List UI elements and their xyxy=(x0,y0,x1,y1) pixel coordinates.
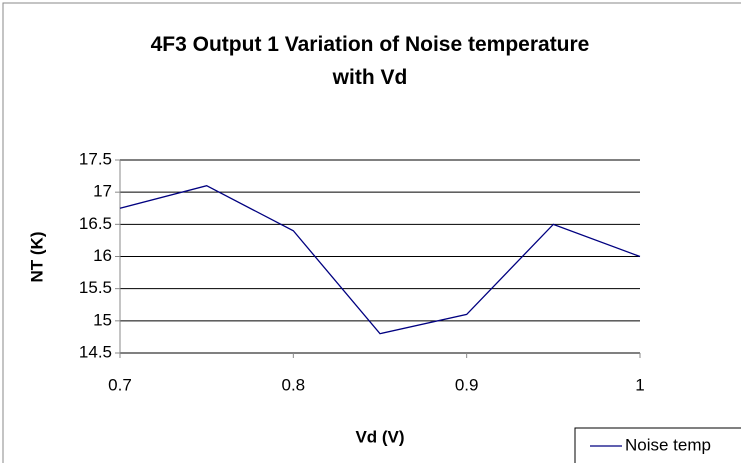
y-tick-label: 17 xyxy=(93,182,112,201)
x-tick-label: 0.9 xyxy=(455,375,479,394)
chart-title: 4F3 Output 1 Variation of Noise temperat… xyxy=(150,33,590,89)
y-axis-label: NT (K) xyxy=(27,232,46,283)
y-tick-label: 16 xyxy=(93,246,112,265)
series-line xyxy=(119,185,641,335)
y-tick-label: 16.5 xyxy=(79,214,112,233)
x-tick-label: 0.7 xyxy=(108,375,132,394)
x-tick-label: 1 xyxy=(635,375,644,394)
y-tick-label: 15.5 xyxy=(79,278,112,297)
x-tick-label: 0.8 xyxy=(282,375,306,394)
x-axis-label: Vd (V) xyxy=(355,427,404,446)
y-tick-label: 15 xyxy=(93,310,112,329)
y-tick-label: 14.5 xyxy=(79,342,112,361)
y-tick-label: 17.5 xyxy=(79,149,112,168)
legend-label: Noise temp xyxy=(625,435,711,454)
